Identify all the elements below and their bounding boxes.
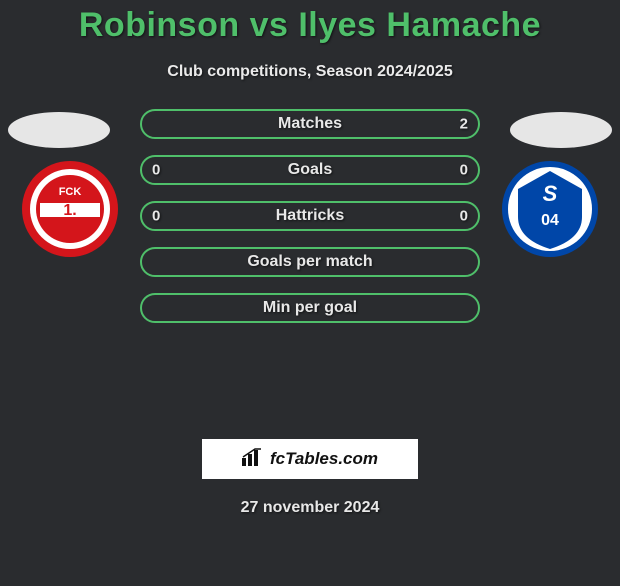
- stat-label: Goals: [288, 161, 332, 179]
- club-badge-left: 1. FCK: [20, 159, 120, 259]
- player-avatar-placeholder-left: [8, 112, 110, 148]
- stat-value-left: 0: [152, 208, 160, 225]
- branding-text: fcTables.com: [270, 449, 378, 469]
- branding-box: fcTables.com: [202, 439, 418, 479]
- stat-value-left: 0: [152, 162, 160, 179]
- date-text: 27 november 2024: [0, 499, 620, 517]
- stat-row-min-per-goal: Min per goal: [140, 293, 480, 323]
- svg-text:S: S: [543, 181, 558, 206]
- stat-row-goals: 0 Goals 0: [140, 155, 480, 185]
- stat-label: Hattricks: [276, 207, 344, 225]
- svg-text:FCK: FCK: [59, 186, 82, 198]
- subtitle: Club competitions, Season 2024/2025: [0, 63, 620, 81]
- stat-row-goals-per-match: Goals per match: [140, 247, 480, 277]
- comparison-area: 1. FCK S 04 Matches 2 0 Goals 0 0 Hattri…: [0, 109, 620, 429]
- club-badge-right: S 04: [500, 159, 600, 259]
- svg-text:1.: 1.: [63, 202, 76, 219]
- stat-value-right: 0: [460, 208, 468, 225]
- page-title: Robinson vs Ilyes Hamache: [0, 6, 620, 45]
- stat-value-right: 2: [460, 116, 468, 133]
- svg-text:04: 04: [541, 212, 559, 229]
- stat-row-matches: Matches 2: [140, 109, 480, 139]
- stat-label: Min per goal: [263, 299, 357, 317]
- stat-value-right: 0: [460, 162, 468, 179]
- chart-bars-icon: [242, 448, 264, 471]
- stat-row-hattricks: 0 Hattricks 0: [140, 201, 480, 231]
- stat-rows: Matches 2 0 Goals 0 0 Hattricks 0 Goals …: [140, 109, 480, 339]
- player-avatar-placeholder-right: [510, 112, 612, 148]
- stat-label: Goals per match: [247, 253, 372, 271]
- stat-label: Matches: [278, 115, 342, 133]
